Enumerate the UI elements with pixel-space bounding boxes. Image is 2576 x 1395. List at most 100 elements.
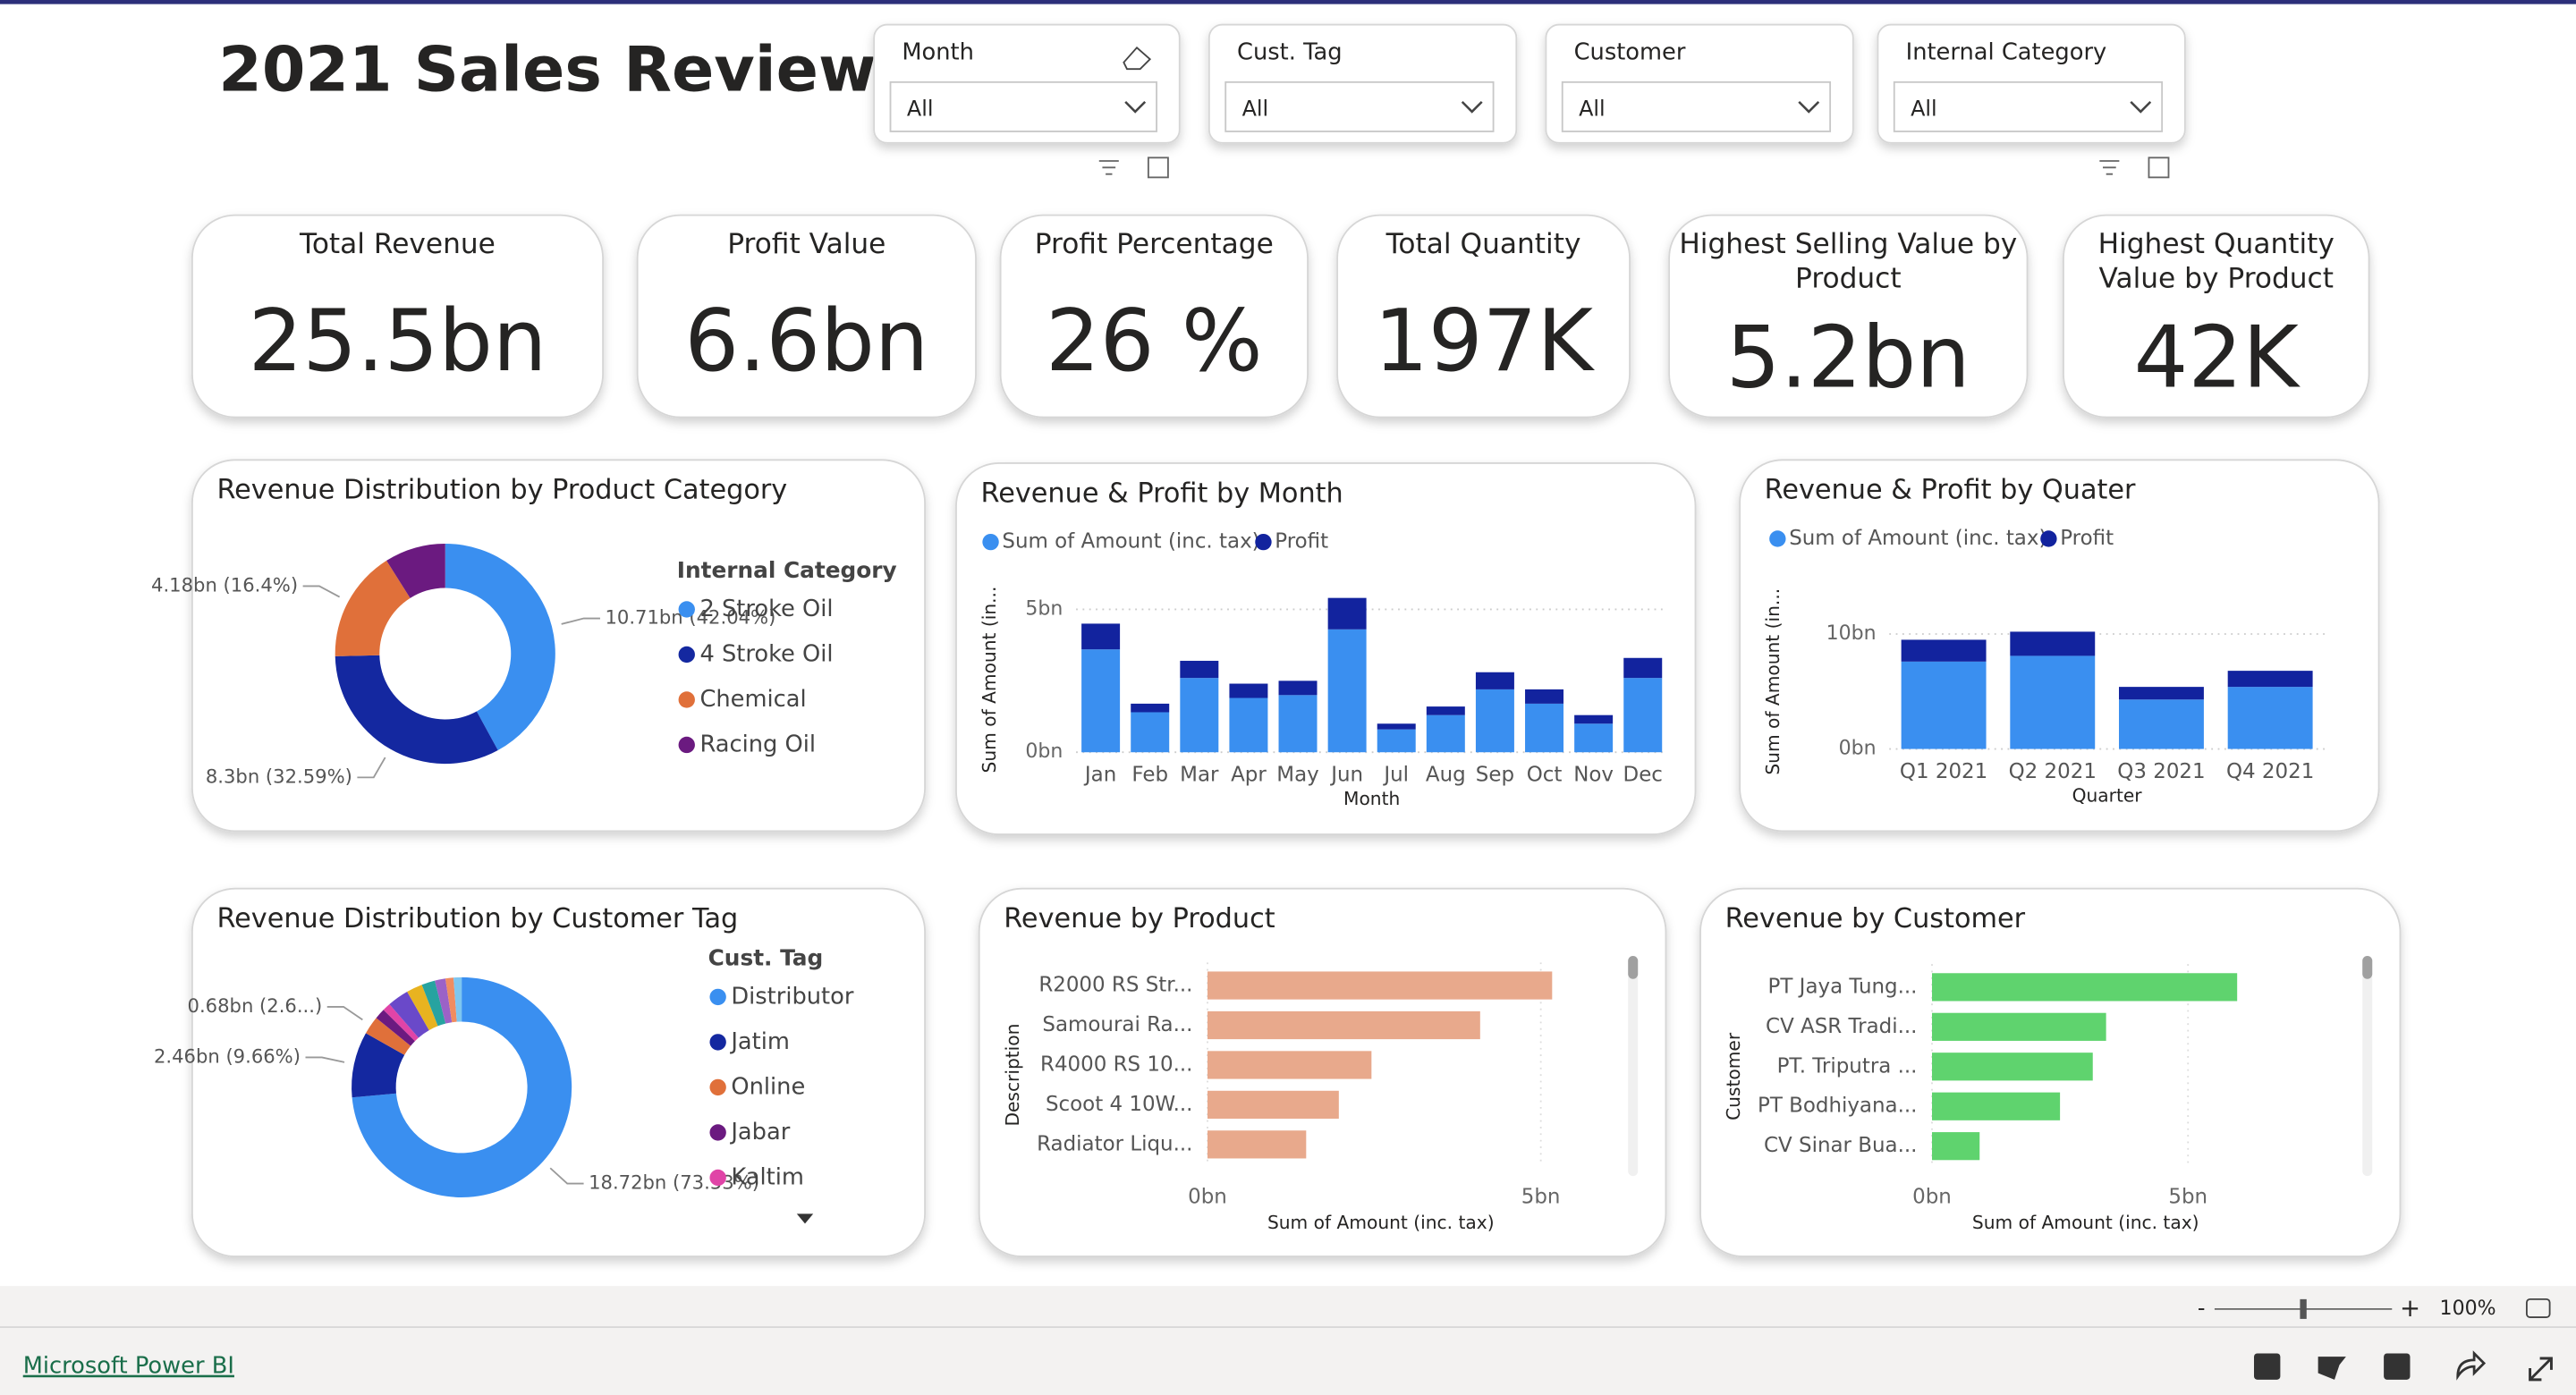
kpi-card bbox=[2063, 214, 2370, 418]
legend-label: Profit bbox=[1275, 530, 1328, 554]
filter-icon bbox=[1098, 160, 1119, 175]
bar-segment bbox=[1229, 698, 1268, 753]
scrollbar-thumb[interactable] bbox=[1628, 955, 1639, 979]
x-tick-label: Q1 2021 bbox=[1900, 760, 1987, 783]
legend-label: Sum of Amount (inc. tax) bbox=[1789, 527, 2046, 550]
legend-label: Kaltim bbox=[731, 1163, 804, 1190]
legend-marker bbox=[709, 1078, 726, 1096]
bar bbox=[1208, 1130, 1307, 1159]
bar-segment bbox=[2118, 699, 2204, 749]
legend-label: Distributor bbox=[731, 983, 854, 1010]
leader-line bbox=[561, 617, 600, 625]
kpi-value: 42K bbox=[2134, 307, 2301, 407]
bar bbox=[1208, 1051, 1372, 1079]
x-tick-label: Q4 2021 bbox=[2226, 760, 2314, 783]
chart-title: Revenue Distribution by Customer Tag bbox=[216, 903, 738, 934]
legend-label: 2 Stroke Oil bbox=[699, 596, 833, 622]
legend-scroll-arrow[interactable] bbox=[796, 1213, 814, 1224]
facebook-icon[interactable] bbox=[2254, 1353, 2281, 1380]
twitter-icon[interactable] bbox=[2318, 1357, 2346, 1380]
legend-marker bbox=[709, 1169, 726, 1187]
fullscreen-icon[interactable] bbox=[2529, 1357, 2553, 1382]
bar-segment bbox=[2227, 687, 2313, 749]
kpi-value: 6.6bn bbox=[684, 291, 928, 391]
filter-dropdown[interactable] bbox=[1893, 80, 2164, 132]
kpi-title-box: Total Quantity bbox=[1385, 228, 1581, 262]
bar-segment bbox=[1278, 681, 1318, 696]
x-tick-label: Jul bbox=[1382, 763, 1409, 786]
bar-segment bbox=[2010, 655, 2096, 749]
data-label: 8.3bn (32.59%) bbox=[206, 765, 352, 787]
donut-slice bbox=[445, 543, 555, 751]
donut-slice bbox=[383, 1004, 419, 1042]
legend-marker bbox=[2040, 530, 2057, 547]
zoom-thumb[interactable] bbox=[2300, 1298, 2307, 1319]
donut-slice bbox=[365, 1018, 411, 1055]
y-tick-label: R4000 RS 10... bbox=[1040, 1053, 1192, 1076]
legend-marker bbox=[709, 988, 726, 1006]
legend-marker bbox=[1769, 530, 1786, 547]
x-tick-label: 5bn bbox=[1521, 1185, 1561, 1208]
x-axis-title: Quarter bbox=[2072, 784, 2143, 806]
kpi-card bbox=[636, 214, 977, 418]
filter-dropdown[interactable] bbox=[1561, 80, 1832, 132]
bar bbox=[1932, 1092, 2061, 1120]
chevron bbox=[2130, 100, 2152, 114]
x-tick-label: Jan bbox=[1083, 763, 1116, 786]
donut-slice bbox=[335, 560, 411, 656]
chart-title: Revenue & Profit by Quater bbox=[1765, 475, 2136, 506]
legend-label: Racing Oil bbox=[699, 731, 816, 757]
kpi-title-box: Highest Selling Value by Product bbox=[1679, 228, 2017, 295]
filter-dropdown[interactable] bbox=[1224, 80, 1495, 132]
x-axis-title: Month bbox=[1343, 788, 1400, 809]
data-label: 18.72bn (73.53%) bbox=[589, 1171, 759, 1194]
kpi-card bbox=[191, 214, 604, 418]
kpi-title-box: Total Revenue bbox=[300, 228, 496, 261]
kpi-title-box: Profit Value bbox=[727, 228, 886, 261]
donut-slice bbox=[445, 977, 457, 1023]
legend-label: Online bbox=[731, 1073, 805, 1100]
x-tick-label: Q3 2021 bbox=[2117, 760, 2205, 783]
fit-icon[interactable] bbox=[2525, 1298, 2551, 1318]
bar bbox=[1208, 1090, 1339, 1120]
legend-label: 4 Stroke Oil bbox=[699, 640, 833, 667]
y-axis-title: Description bbox=[1002, 1024, 1023, 1127]
filter-label: Customer bbox=[1574, 38, 1686, 65]
footer-bg bbox=[0, 1286, 2576, 1395]
legend-marker bbox=[1255, 533, 1272, 551]
filter-dropdown[interactable] bbox=[889, 80, 1157, 132]
kpi-value: 5.2bn bbox=[1726, 307, 1970, 407]
zoom-out[interactable]: - bbox=[2198, 1295, 2206, 1320]
kpi-title: Total Quantity bbox=[1385, 228, 1581, 262]
chevron bbox=[1461, 100, 1483, 114]
filter-value: All bbox=[1242, 97, 1269, 122]
bar-segment bbox=[1131, 703, 1170, 713]
bar-segment bbox=[1574, 714, 1614, 724]
brand-link[interactable]: Microsoft Power BI bbox=[23, 1353, 234, 1380]
scrollbar-thumb[interactable] bbox=[2362, 955, 2373, 979]
chart-title: Revenue by Customer bbox=[1725, 903, 2026, 934]
legend-label: Sum of Amount (inc. tax) bbox=[1002, 530, 1259, 554]
leader-line bbox=[326, 1005, 363, 1021]
x-tick-label: 5bn bbox=[2168, 1185, 2207, 1208]
share-icon[interactable] bbox=[2456, 1350, 2487, 1381]
zoom-in[interactable]: + bbox=[2400, 1294, 2420, 1323]
y-tick-label: PT Bodhiyana... bbox=[1758, 1095, 1917, 1118]
y-tick-label: PT Jaya Tung... bbox=[1768, 975, 1918, 998]
bar-segment bbox=[1475, 689, 1514, 753]
legend-marker bbox=[982, 533, 999, 551]
x-tick-label: Mar bbox=[1180, 763, 1219, 786]
x-axis-title: Sum of Amount (inc. tax) bbox=[1267, 1212, 1495, 1233]
bar-segment bbox=[1623, 678, 1663, 753]
eraser-icon bbox=[1123, 46, 1152, 71]
y-axis-title: Sum of Amount (in... bbox=[979, 587, 1000, 774]
legend-title: Internal Category bbox=[677, 557, 897, 583]
linkedin-icon[interactable] bbox=[2384, 1353, 2411, 1380]
legend-marker bbox=[678, 691, 695, 708]
y-tick-label: CV Sinar Bua... bbox=[1764, 1134, 1917, 1157]
filter-icon bbox=[2099, 160, 2120, 175]
x-tick-label: Feb bbox=[1131, 763, 1168, 786]
kpi-value: 25.5bn bbox=[249, 291, 547, 391]
x-tick-label: 0bn bbox=[1912, 1185, 1952, 1208]
